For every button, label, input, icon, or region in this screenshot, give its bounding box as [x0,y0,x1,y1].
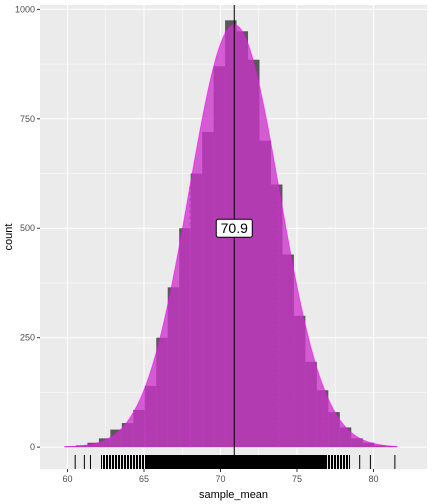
y-tick-label: 0 [30,442,35,452]
mean-label: 70.9 [221,220,248,236]
x-tick-label: 70 [215,474,225,484]
y-axis: 0 250 500 750 1000 [15,4,40,452]
x-tick-label: 65 [139,474,149,484]
y-tick-label: 250 [20,333,35,343]
density-curve [64,24,398,448]
y-tick-label: 500 [20,223,35,233]
y-axis-title: count [3,224,15,251]
x-axis-title: sample_mean [199,489,268,501]
mean-label-group: 70.9 [215,218,253,238]
x-tick-label: 80 [368,474,378,484]
rug-marks [74,455,396,469]
x-tick-label: 75 [292,474,302,484]
x-axis: 60 65 70 75 80 [63,469,378,484]
x-tick-label: 60 [63,474,73,484]
y-tick-label: 750 [20,114,35,124]
mean-label-box [215,218,253,238]
y-tick-label: 1000 [15,4,35,14]
